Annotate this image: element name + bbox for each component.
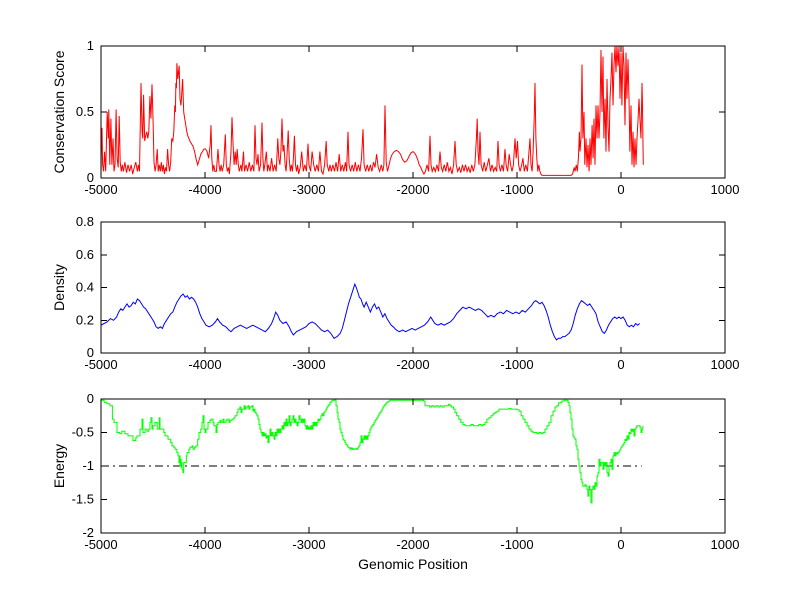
x-tick-label: -5000 [84, 357, 117, 372]
subplot-conservation-score: -5000 -4000 -3000 -2000 -1000 0 1000 0 0.5 1 Conse… [51, 38, 739, 197]
x-tick-label: -4000 [188, 357, 221, 372]
x-tick-label: 1000 [711, 537, 740, 552]
y-tick-label: -1 [82, 458, 94, 473]
energy-line [101, 399, 644, 504]
x-tick-label: 0 [617, 182, 624, 197]
x-tick-label: -2000 [396, 182, 429, 197]
x-tick-label: -3000 [292, 357, 325, 372]
x-tick-label: -5000 [84, 182, 117, 197]
y-tick-label: 0.8 [76, 214, 94, 229]
subplot-energy: -5000 -4000 -3000 -2000 -1000 0 1000 0 -0.5 -1 -1.… [51, 391, 739, 572]
x-tick-label: -1000 [500, 357, 533, 372]
y-tick-label: 0 [87, 170, 94, 185]
y-tick-label: -0.5 [72, 425, 94, 440]
y-tick-label: -1.5 [72, 492, 94, 507]
y-tick-label: 0 [87, 345, 94, 360]
y-tick-label: 1 [87, 38, 94, 53]
x-tick-label: -5000 [84, 537, 117, 552]
y-tick-label: 0.5 [76, 104, 94, 119]
y-tick-label: 0.2 [76, 312, 94, 327]
subplot-density: -5000 -4000 -3000 -2000 -1000 0 1000 0 0.2 0.4 0.6… [51, 214, 739, 372]
y-axis-label: Conservation Score [51, 50, 67, 173]
x-tick-label: -1000 [500, 182, 533, 197]
x-tick-label: -4000 [188, 537, 221, 552]
x-tick-label: 1000 [711, 357, 740, 372]
y-tick-label: 0 [87, 391, 94, 406]
y-axis-label: Density [51, 264, 67, 311]
axes-box [100, 221, 726, 354]
x-tick-label: 1000 [711, 182, 740, 197]
density-line [100, 282, 641, 341]
x-tick-label: -2000 [396, 537, 429, 552]
x-tick-label: -1000 [500, 537, 533, 552]
x-tick-label: -2000 [396, 357, 429, 372]
x-tick-label: -3000 [292, 182, 325, 197]
y-tick-label: 0.6 [76, 247, 94, 262]
y-tick-label: -2 [82, 525, 94, 540]
conservation-score-line [100, 45, 644, 176]
x-tick-label: 0 [617, 357, 624, 372]
x-tick-label: -4000 [188, 182, 221, 197]
x-axis-label: Genomic Position [358, 556, 468, 572]
x-tick-label: 0 [617, 537, 624, 552]
x-tick-label: -3000 [292, 537, 325, 552]
y-tick-label: 0.4 [76, 280, 94, 295]
y-axis-label: Energy [51, 444, 67, 488]
